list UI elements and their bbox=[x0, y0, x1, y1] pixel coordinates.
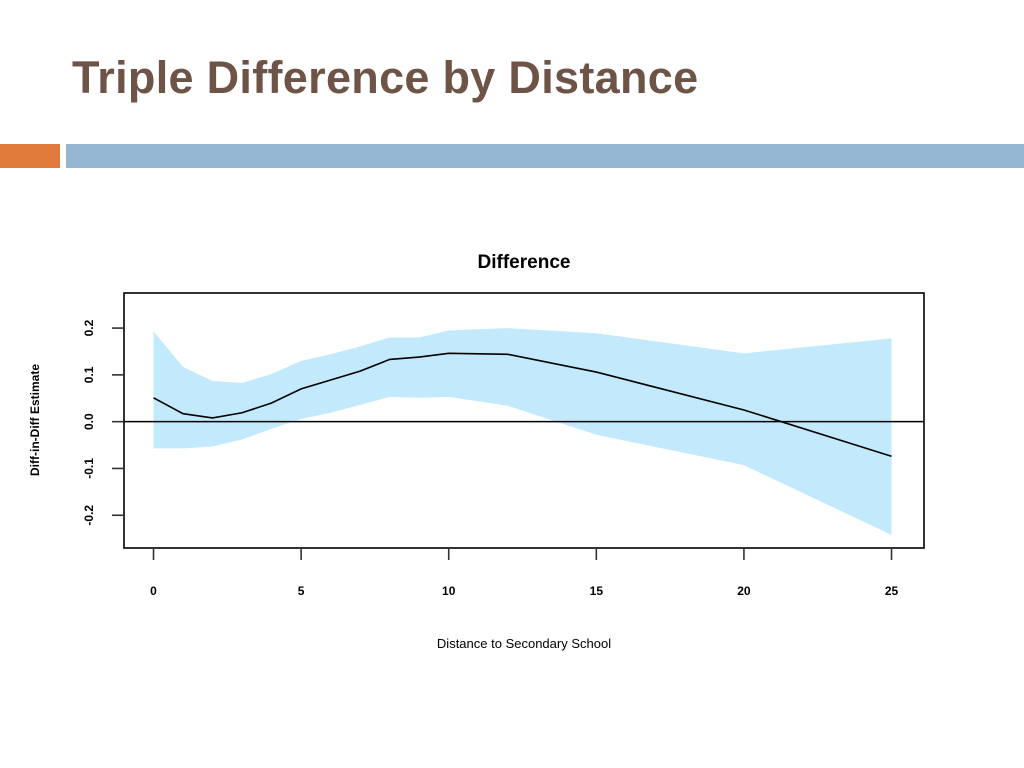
confidence-band bbox=[153, 328, 892, 535]
plot-frame bbox=[123, 292, 925, 549]
x-tick-label: 0 bbox=[150, 584, 157, 598]
accent-bar-blue bbox=[66, 144, 1024, 168]
y-tick-label: -0.1 bbox=[82, 458, 96, 479]
estimate-line bbox=[153, 352, 892, 458]
x-tick-label: 25 bbox=[885, 584, 899, 598]
x-axis-label: Distance to Secondary School bbox=[437, 636, 611, 651]
slide-title: Triple Difference by Distance bbox=[72, 52, 699, 103]
x-tick-label: 10 bbox=[442, 584, 456, 598]
y-tick-label: 0.2 bbox=[82, 319, 96, 336]
x-tick-label: 5 bbox=[298, 584, 305, 598]
y-tick-label: 0.1 bbox=[82, 366, 96, 383]
y-tick-label: -0.2 bbox=[82, 505, 96, 526]
chart-title: Difference bbox=[478, 252, 571, 273]
x-tick-label: 15 bbox=[590, 584, 604, 598]
accent-bar-orange bbox=[0, 144, 60, 168]
y-axis: -0.2 -0.1 0.0 0.1 0.2 bbox=[82, 319, 124, 526]
y-tick-label: 0.0 bbox=[82, 413, 96, 430]
y-axis-label: Diff-in-Diff Estimate bbox=[28, 364, 42, 476]
x-axis: 0 5 10 15 20 25 bbox=[150, 548, 899, 598]
x-tick-label: 20 bbox=[737, 584, 751, 598]
